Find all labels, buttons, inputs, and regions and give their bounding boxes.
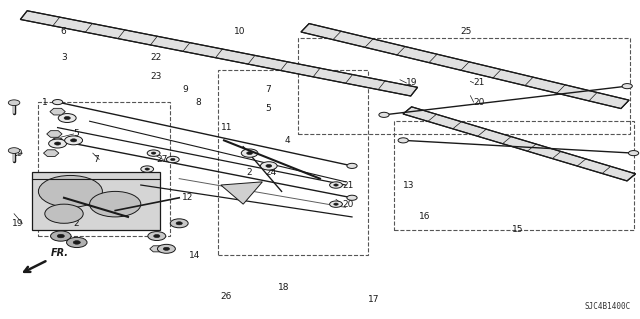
Text: 17: 17 xyxy=(368,295,380,304)
Text: SJC4B1400C: SJC4B1400C xyxy=(584,302,630,311)
Text: 6: 6 xyxy=(61,27,67,36)
Text: FR.: FR. xyxy=(51,249,69,258)
Circle shape xyxy=(45,204,83,223)
Circle shape xyxy=(151,152,156,154)
Text: 15: 15 xyxy=(512,225,524,234)
Text: 14: 14 xyxy=(189,251,200,260)
Circle shape xyxy=(38,175,102,207)
Bar xyxy=(218,70,368,255)
Circle shape xyxy=(54,142,61,145)
Circle shape xyxy=(67,237,87,248)
Text: 13: 13 xyxy=(403,181,415,189)
Circle shape xyxy=(51,231,71,241)
Circle shape xyxy=(379,112,389,117)
Text: 23: 23 xyxy=(150,72,162,81)
Text: 8: 8 xyxy=(195,98,201,107)
Circle shape xyxy=(8,148,20,153)
Text: 2: 2 xyxy=(246,168,252,177)
Text: 1: 1 xyxy=(42,98,47,107)
Polygon shape xyxy=(150,246,164,252)
Circle shape xyxy=(347,195,357,200)
Text: 7: 7 xyxy=(93,155,99,164)
Circle shape xyxy=(176,222,182,225)
Circle shape xyxy=(170,219,188,228)
Circle shape xyxy=(154,234,160,238)
Circle shape xyxy=(347,163,357,168)
Text: 2: 2 xyxy=(74,219,79,228)
Circle shape xyxy=(334,203,339,205)
Polygon shape xyxy=(50,108,65,115)
Text: 19: 19 xyxy=(12,149,23,158)
Circle shape xyxy=(64,116,70,120)
Circle shape xyxy=(163,247,170,250)
Circle shape xyxy=(241,149,258,157)
Circle shape xyxy=(58,114,76,122)
Circle shape xyxy=(157,244,175,253)
Text: 19: 19 xyxy=(406,78,418,87)
Text: 12: 12 xyxy=(182,193,194,202)
Circle shape xyxy=(73,241,81,244)
Text: 24: 24 xyxy=(266,168,277,177)
Circle shape xyxy=(145,168,150,170)
Polygon shape xyxy=(47,131,62,137)
Circle shape xyxy=(8,100,20,106)
Text: 25: 25 xyxy=(461,27,472,36)
Text: 20: 20 xyxy=(474,98,485,107)
Text: 27: 27 xyxy=(157,155,168,164)
Circle shape xyxy=(330,182,342,188)
Circle shape xyxy=(334,184,339,186)
Circle shape xyxy=(147,150,160,156)
Text: 9: 9 xyxy=(182,85,188,94)
Text: 10: 10 xyxy=(234,27,245,36)
Circle shape xyxy=(628,151,639,156)
Circle shape xyxy=(52,100,63,105)
Polygon shape xyxy=(20,11,417,96)
Circle shape xyxy=(330,201,342,207)
Text: 26: 26 xyxy=(221,292,232,301)
Text: 5: 5 xyxy=(74,130,79,138)
Circle shape xyxy=(170,159,175,161)
Text: 11: 11 xyxy=(221,123,232,132)
Circle shape xyxy=(65,136,83,145)
Polygon shape xyxy=(150,233,164,239)
Polygon shape xyxy=(32,172,160,230)
Text: 19: 19 xyxy=(12,219,23,228)
Text: 5: 5 xyxy=(266,104,271,113)
Circle shape xyxy=(49,139,67,148)
Text: 20: 20 xyxy=(342,200,354,209)
Text: 24: 24 xyxy=(86,181,98,189)
Circle shape xyxy=(622,84,632,89)
Circle shape xyxy=(166,156,179,163)
Text: 7: 7 xyxy=(266,85,271,94)
Polygon shape xyxy=(301,24,629,108)
Circle shape xyxy=(266,164,272,167)
Circle shape xyxy=(57,234,65,238)
Text: 18: 18 xyxy=(278,283,290,292)
Text: 21: 21 xyxy=(474,78,485,87)
Circle shape xyxy=(90,191,141,217)
Circle shape xyxy=(141,166,154,172)
Text: 21: 21 xyxy=(342,181,354,189)
Circle shape xyxy=(52,138,63,143)
Bar xyxy=(394,121,634,230)
Text: 4: 4 xyxy=(285,136,291,145)
Bar xyxy=(38,102,170,236)
Circle shape xyxy=(70,139,77,142)
Circle shape xyxy=(148,232,166,241)
Circle shape xyxy=(260,162,277,170)
Circle shape xyxy=(398,138,408,143)
Polygon shape xyxy=(44,150,59,156)
Text: 3: 3 xyxy=(61,53,67,62)
Polygon shape xyxy=(403,107,636,181)
Text: 22: 22 xyxy=(150,53,162,62)
Circle shape xyxy=(246,152,253,155)
Text: 16: 16 xyxy=(419,212,431,221)
Bar xyxy=(298,38,630,134)
Polygon shape xyxy=(221,182,262,204)
